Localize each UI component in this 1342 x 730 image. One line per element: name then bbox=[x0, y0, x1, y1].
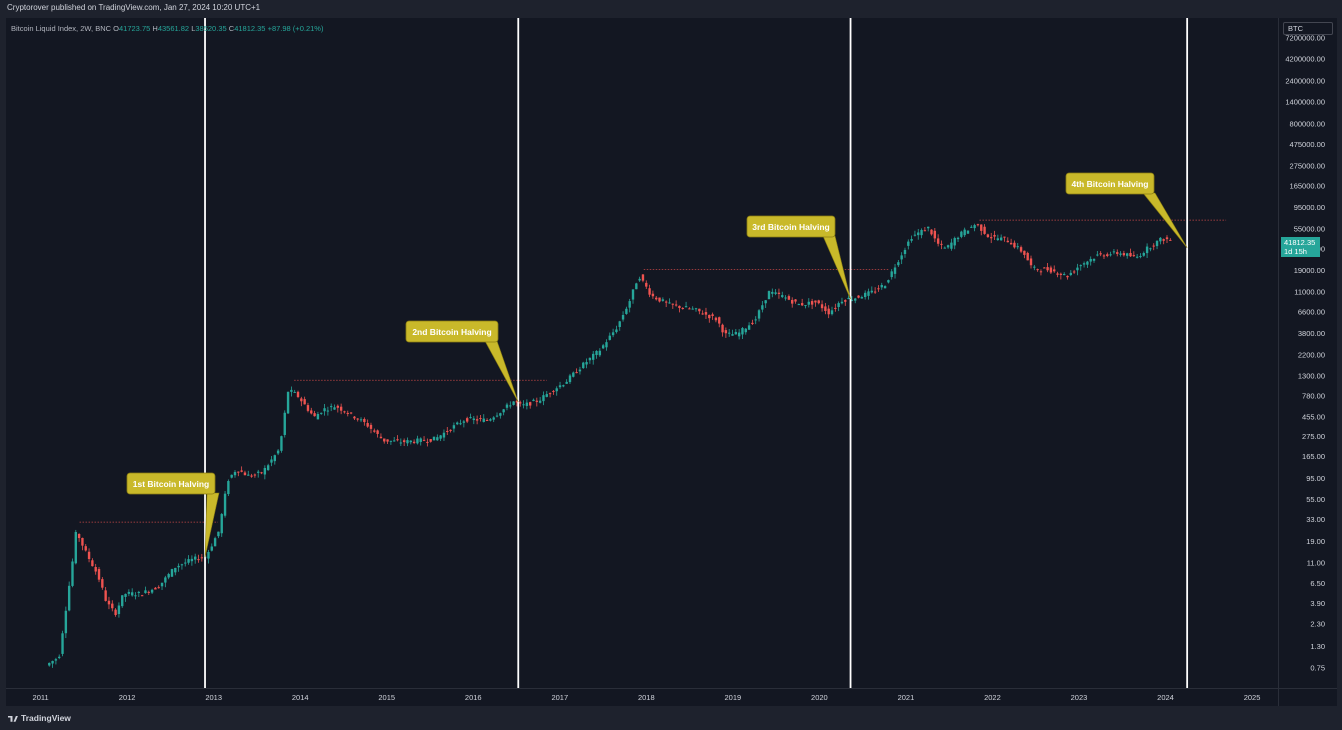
legend-change: +87.98 (+0.21%) bbox=[267, 24, 324, 33]
legend-low: 38520.35 bbox=[195, 24, 227, 33]
chart-area[interactable] bbox=[6, 18, 1278, 688]
legend-close: 41812.35 bbox=[234, 24, 266, 33]
axis-corner bbox=[1278, 688, 1337, 707]
publisher-caption: Cryptorover published on TradingView.com… bbox=[7, 3, 261, 12]
time-axis[interactable] bbox=[6, 688, 1278, 707]
legend-open-label: O bbox=[113, 24, 119, 33]
price-axis[interactable] bbox=[1278, 18, 1337, 688]
legend-open: 41723.75 bbox=[119, 24, 151, 33]
top-bar: Cryptorover published on TradingView.com… bbox=[0, 0, 1342, 18]
symbol-label[interactable]: BTC bbox=[1283, 22, 1333, 35]
tradingview-icon bbox=[8, 715, 18, 722]
chart-legend: Bitcoin Liquid Index, 2W, BNC O41723.75 … bbox=[11, 24, 323, 33]
legend-low-label: L bbox=[191, 24, 196, 33]
legend-close-label: C bbox=[228, 24, 235, 33]
footer bbox=[0, 706, 1342, 730]
legend-title: Bitcoin Liquid Index, 2W, BNC bbox=[11, 24, 112, 33]
tradingview-logo[interactable]: TradingView bbox=[8, 713, 71, 723]
last-price-badge: 41812.35 1d 15h bbox=[1281, 237, 1320, 257]
legend-high: 43561.82 bbox=[157, 24, 190, 33]
brand-name: TradingView bbox=[21, 713, 71, 723]
last-price-value: 41812.35 bbox=[1284, 238, 1316, 247]
bar-countdown: 1d 15h bbox=[1284, 247, 1307, 256]
legend-high-label: H bbox=[152, 24, 158, 33]
